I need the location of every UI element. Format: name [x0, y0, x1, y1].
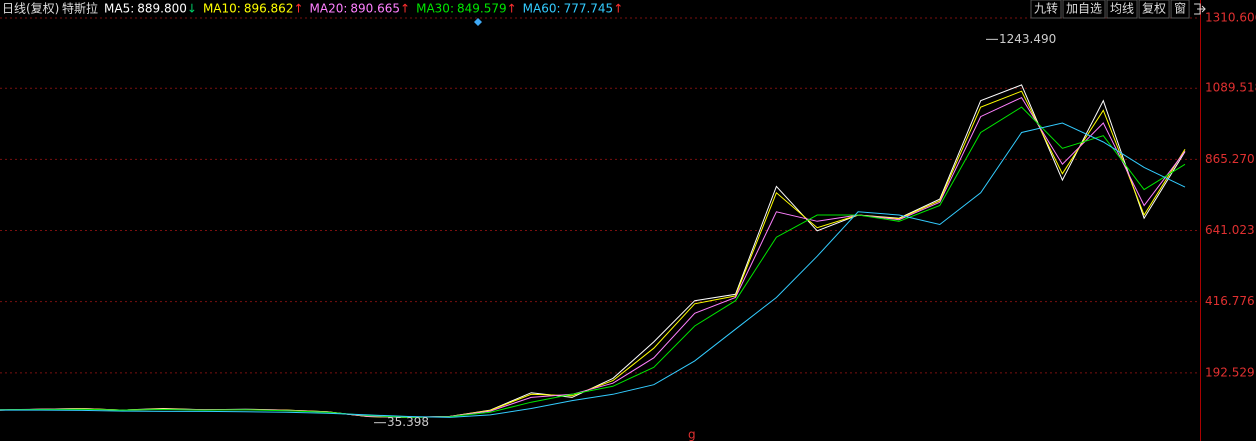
toolbar-button[interactable]: 复权: [1142, 2, 1166, 16]
stock-name: 特斯拉: [62, 1, 98, 16]
legend-name: MA5: [104, 2, 130, 16]
toolbar-frame: [1062, 0, 1106, 19]
y-tick-label: 192.529: [1205, 365, 1255, 379]
legend-sep: :: [557, 2, 561, 16]
legend-value: 896.862: [244, 2, 294, 16]
period: 日线(复权): [2, 2, 59, 16]
y-tick-label: 1089.518: [1205, 81, 1256, 95]
y-tick-label: 416.776: [1205, 294, 1255, 308]
toolbar-button[interactable]: 加自选: [1066, 2, 1102, 16]
header: 日线(复权) 特斯拉 MA5:889.800 ↓ MA10:896.862 ↑ MA20…: [2, 1, 623, 16]
legend-trend: ↓: [187, 2, 197, 16]
event-marker: [474, 18, 482, 26]
toolbar-frame: [1138, 0, 1170, 19]
legend-value: 889.800: [137, 2, 187, 16]
legend-trend: ↑: [613, 2, 623, 16]
legend-sep: :: [130, 2, 134, 16]
toolbar-frame: [1030, 0, 1062, 19]
legend-trend: ↑: [507, 2, 517, 16]
toolbar-frame: [1106, 0, 1138, 19]
extreme-label: 1243.490: [999, 32, 1056, 46]
ma-line: [0, 122, 1186, 418]
legend-trend: ↑: [293, 2, 303, 16]
exit-icon[interactable]: [1194, 3, 1206, 15]
legend-value: 849.579: [457, 2, 507, 16]
y-tick-label: 641.023: [1205, 223, 1255, 237]
legend-value: 777.745: [564, 2, 614, 16]
toolbar-frame: [1170, 0, 1190, 19]
legend-name: MA60: [523, 2, 557, 16]
toolbar-button[interactable]: 均线: [1110, 2, 1134, 16]
y-tick-label: 865.270: [1205, 152, 1255, 166]
toolbar-button[interactable]: 九转: [1034, 1, 1058, 16]
legend-trend: ↑: [400, 2, 410, 16]
legend-sep: :: [237, 2, 241, 16]
legend-name: MA30: [416, 2, 450, 16]
ma-line: [0, 106, 1186, 418]
legend-name: MA10: [203, 2, 237, 16]
toolbar-button[interactable]: 窗: [1174, 2, 1186, 16]
extreme-label: 35.398: [387, 415, 429, 429]
legend-name: MA20: [310, 2, 344, 16]
marker-g: g: [688, 428, 696, 441]
y-tick-label: 1310.606: [1205, 11, 1256, 25]
legend-sep: :: [450, 2, 454, 16]
legend-value: 890.665: [350, 2, 400, 16]
legend-sep: :: [343, 2, 347, 16]
